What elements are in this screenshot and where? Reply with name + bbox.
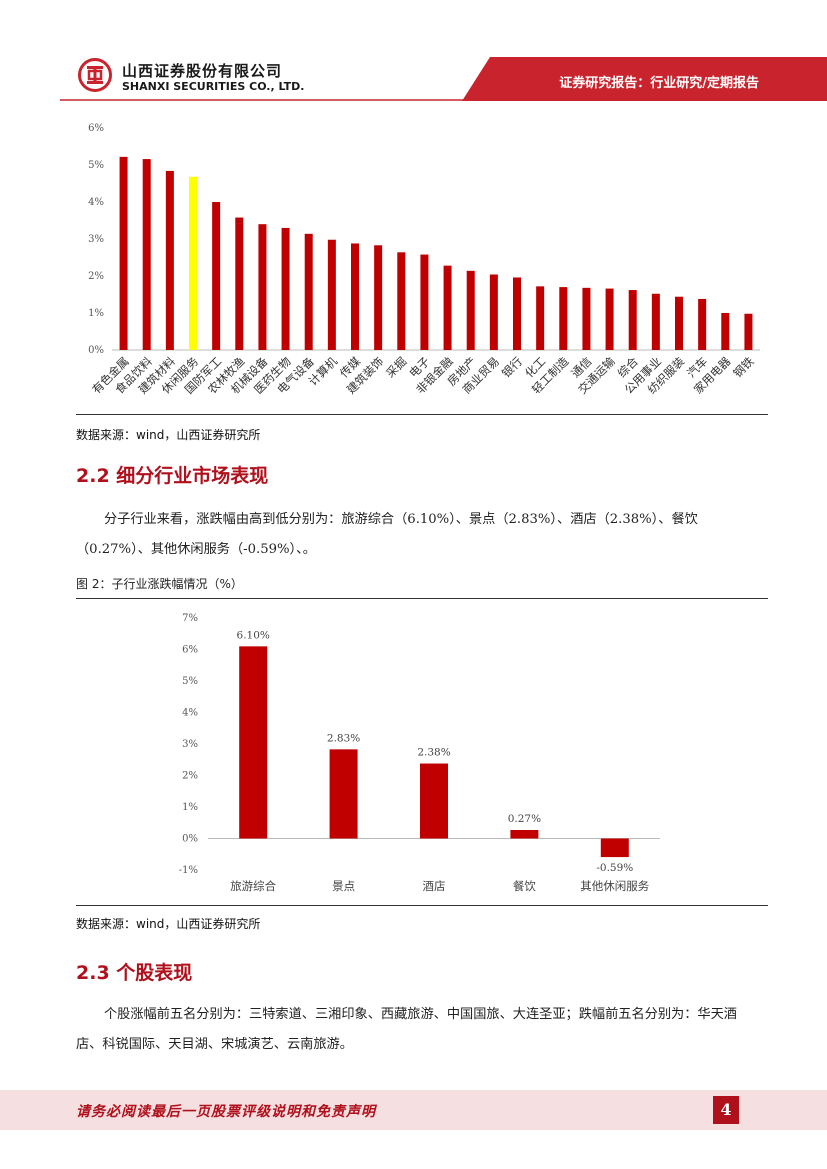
bar [374, 245, 383, 350]
x-tick-label: 钢铁 [730, 354, 757, 381]
data-label: -0.59% [596, 862, 633, 874]
divider [76, 414, 768, 415]
y-tick-label: 7% [182, 613, 198, 624]
y-tick-label: 2% [88, 271, 104, 282]
y-tick-label: 5% [182, 676, 198, 687]
bar [281, 227, 290, 350]
y-tick-label: 6% [182, 645, 198, 656]
y-tick-label: 3% [88, 234, 104, 245]
footer-disclaimer: 请务必阅读最后一页股票评级说明和免责声明 [76, 1104, 376, 1120]
header-band [60, 57, 827, 101]
x-tick-label: 采掘 [383, 354, 409, 380]
chart1-source: 数据来源：wind，山西证券研究所 [76, 428, 261, 442]
x-tick-label: 酒店 [423, 879, 446, 893]
section-2-2-paragraph: 分子行业来看，涨跌幅由高到低分别为：旅游综合（6.10%）、景点（2.83%）、… [76, 512, 698, 557]
company-name-cn: 山西证券股份有限公司 [122, 62, 283, 80]
bar [675, 296, 683, 350]
bar [304, 233, 313, 350]
bar [744, 313, 753, 350]
company-logo-icon [78, 58, 112, 92]
bar [536, 286, 545, 350]
bar [605, 288, 614, 350]
bar [559, 287, 568, 350]
bar [466, 270, 475, 350]
divider [76, 905, 768, 906]
data-label: 2.83% [327, 732, 360, 744]
page-header: 山西证券股份有限公司 SHANXI SECURITIES CO., LTD. 证… [0, 0, 827, 110]
x-tick-label: 餐饮 [513, 879, 536, 893]
x-tick-label: 其他休闲服务 [580, 879, 649, 893]
page-number: 4 [720, 1100, 732, 1119]
sub-industry-bar-chart: -1% 0% 1% 2% 3% 4% 5% 6% 7% 6.10% 旅游综合 2.83% 景点 2.38%… [179, 613, 660, 893]
y-tick-label: 1% [182, 802, 198, 813]
x-tick-label: 银行 [499, 354, 525, 380]
divider [76, 598, 768, 599]
section-title-2-3: 2.3 个股表现 [76, 962, 193, 984]
bar [443, 265, 452, 350]
y-tick-label: 3% [182, 739, 198, 750]
y-tick-label: 4% [182, 708, 198, 719]
x-tick-label: 旅游综合 [230, 879, 276, 893]
data-label: 2.38% [417, 747, 450, 759]
bar [397, 252, 406, 350]
bar [698, 298, 707, 350]
report-type: 证券研究报告：行业研究/定期报告 [559, 76, 759, 91]
bar [351, 243, 359, 350]
y-tick-label: -1% [179, 865, 198, 876]
bar [258, 224, 267, 350]
bar [142, 159, 151, 350]
bar [212, 202, 221, 350]
y-tick-label: 0% [182, 834, 198, 845]
y-tick-label: 4% [88, 197, 104, 208]
y-tick-label: 0% [88, 345, 104, 356]
bar [513, 277, 521, 350]
chart2-source: 数据来源：wind，山西证券研究所 [76, 917, 261, 931]
page-number-box: 4 [713, 1096, 739, 1124]
bar [489, 274, 498, 350]
section-2-3-paragraph: 个股涨幅前五名分别为：三特索道、三湘印象、西藏旅游、中国国旅、大连圣亚；跌幅前五… [76, 1007, 737, 1052]
bar [510, 829, 539, 839]
data-label: 0.27% [508, 813, 541, 825]
bar [329, 749, 358, 839]
data-label: 6.10% [237, 629, 270, 641]
bar [651, 293, 660, 350]
section-title-2-2: 2.2 细分行业市场表现 [76, 465, 269, 487]
footer-band [0, 1090, 827, 1130]
bar [119, 156, 128, 350]
industry-bar-chart: 0%1%2%3%4%5%6%有色金属食品饮料建筑材料休闲服务国防军工农林牧渔机械… [88, 123, 760, 397]
y-tick-label: 6% [88, 123, 104, 134]
y-tick-label: 2% [182, 771, 198, 782]
bar [235, 217, 244, 350]
bar [165, 170, 174, 350]
bar [239, 646, 268, 839]
company-name-en: SHANXI SECURITIES CO., LTD. [122, 80, 305, 93]
bar [600, 838, 629, 858]
bar [189, 176, 197, 350]
bar [420, 254, 429, 350]
y-tick-label: 5% [88, 160, 104, 171]
bar [420, 763, 448, 839]
bar [721, 313, 730, 350]
bar [327, 239, 336, 350]
x-tick-label: 景点 [332, 879, 355, 893]
y-tick-label: 1% [88, 308, 104, 319]
figure-2-title: 图 2：子行业涨跌幅情况（%） [76, 577, 243, 591]
bar [582, 287, 591, 350]
bar [628, 290, 637, 350]
